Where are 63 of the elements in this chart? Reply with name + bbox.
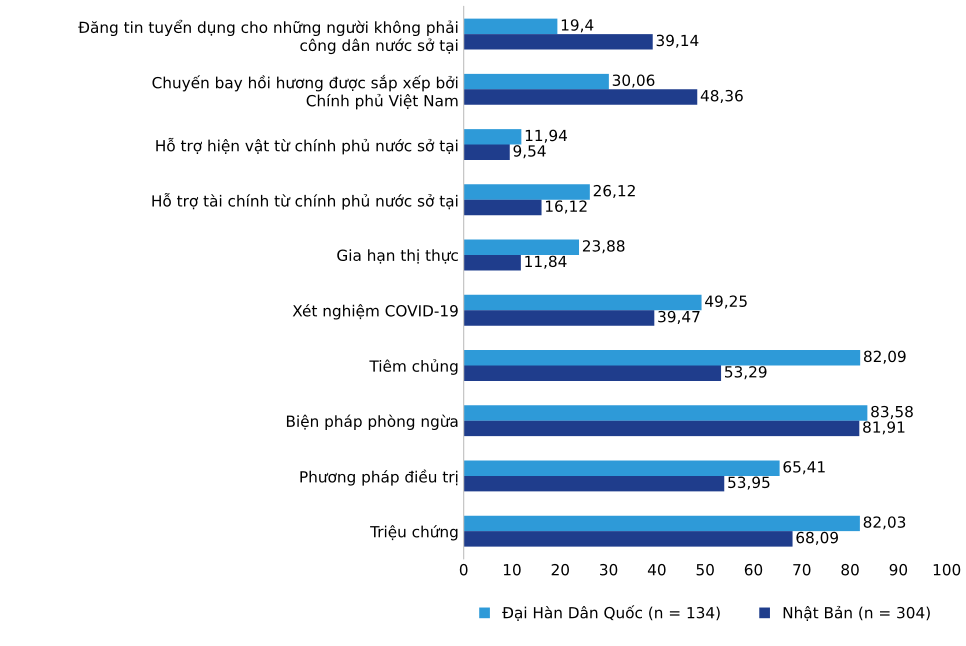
x-tick-label: 40 [648,564,666,576]
bar [464,531,793,547]
bar [464,405,868,421]
y-tick-label: Đăng tin tuyển dụng cho những người không phải công dân nước sở tại [78,20,458,54]
x-tick-label: 90 [890,564,908,576]
bar [464,240,580,256]
bar [464,144,510,160]
bar [464,129,522,145]
y-tick-label: Phương pháp điều trị [300,469,458,486]
x-tick-label: 20 [552,564,569,576]
legend-label: Nhật Bản (n = 304) [784,606,930,622]
x-tick-label: 10 [504,564,521,576]
x-tick-label: 50 [696,564,714,576]
data-label: 11,94 [526,130,568,143]
data-label: 68,09 [796,532,838,545]
bar [464,476,724,492]
bar [464,310,654,326]
data-label: 81,91 [863,421,904,434]
x-tick-label: 60 [744,564,762,576]
data-label: 82,03 [864,516,906,530]
data-label: 30,06 [612,74,654,88]
data-label: 23,88 [582,240,624,254]
bar [464,516,860,532]
legend-label: Đại Hàn Dân Quốc (n = 134) [502,605,720,622]
x-tick-label: 80 [841,564,859,576]
x-tick-label: 0 [460,564,468,576]
data-label: 65,41 [783,461,825,474]
x-tick-label: 70 [793,564,810,576]
data-label: 39,14 [656,34,698,48]
data-label: 53,29 [725,366,767,380]
bar [464,18,558,34]
bar [464,200,542,216]
bar [464,420,860,436]
data-label: 53,95 [728,476,770,490]
data-label: 82,09 [864,350,906,364]
bar [464,89,698,105]
y-tick-label: Hỗ trợ tài chính từ chính phủ nước sở tại [152,193,458,210]
y-tick-label: Xét nghiệm COVID-19 [292,304,458,320]
data-label: 9,54 [514,145,546,158]
bar [464,255,521,270]
data-label: 39,47 [658,310,700,324]
data-label: 83,58 [871,406,913,419]
y-tick-label: Hỗ trợ hiện vật từ chính phủ nước sở tại [156,138,458,154]
y-tick-label: Gia hạn thị thực [337,249,458,264]
data-label: 48,36 [700,90,743,104]
bar [464,184,590,200]
bar [464,350,860,366]
x-tick-label: 30 [600,564,618,576]
data-label: 11,84 [525,256,567,269]
y-tick-label: Chuyến bay hồi hương được sắp xếp bởi Chính phủ Việt Nam [152,74,458,110]
y-tick-label: Triệu chứng [370,525,458,540]
bar [464,294,702,310]
data-label: 19,4 [562,19,594,32]
y-tick-label: Biện pháp phòng ngừa [286,414,458,430]
bar [464,74,609,90]
y-tick-label: Tiêm chủng [369,359,458,375]
data-label: 49,25 [705,295,747,308]
bar [464,34,653,50]
x-tick-label: 100 [934,564,960,576]
data-label: 16,12 [546,200,587,214]
bar [464,365,722,381]
data-label: 26,12 [594,184,635,198]
bar [464,460,780,476]
